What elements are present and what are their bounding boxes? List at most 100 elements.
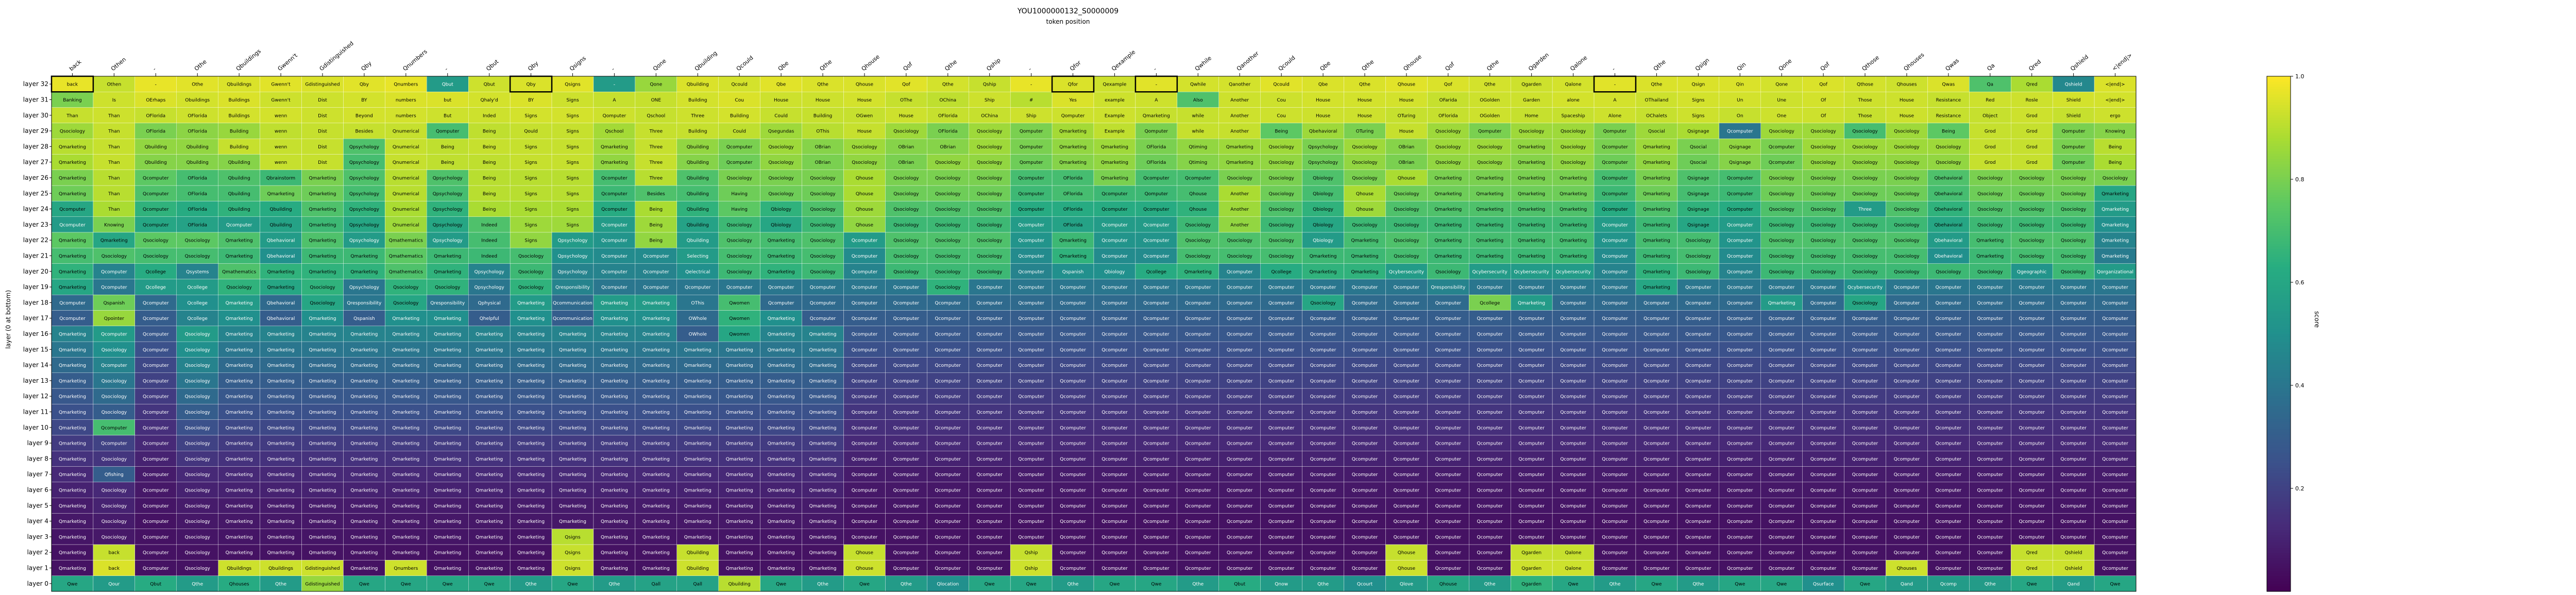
cell-token-label: Qcould [1273, 82, 1289, 88]
cell-token-label: Than [108, 113, 120, 118]
cell-token-label: Qwe [1109, 582, 1120, 587]
cell-token-label: Qcomputer [1727, 223, 1753, 228]
cell-token-label: Qcomputer [1602, 457, 1628, 462]
cell-token-label: Qsociology [1519, 129, 1545, 134]
cell-token-label: Qcomputer [1143, 504, 1170, 509]
cell-token-label: Qmarketing [1059, 160, 1087, 165]
colorbar-band [2267, 429, 2291, 432]
cell-token-label: Qbehavioral [267, 316, 295, 321]
heatmap-cell [93, 326, 135, 342]
heatmap-cell [510, 295, 552, 311]
colorbar-band [2267, 305, 2291, 309]
cell-token-label: Qsegundas [768, 129, 794, 134]
cell-token-label: Qmarketing [2102, 207, 2129, 212]
cell-token-label: Qcomputer [1518, 332, 1545, 337]
heatmap-cell [927, 216, 969, 233]
heatmap-cell [1385, 248, 1428, 264]
cell-token-label: Qmarketing [434, 316, 461, 321]
heatmap-cell [760, 169, 802, 186]
cell-token-label: Qmarketing [559, 379, 586, 384]
heatmap-cell [1802, 154, 1844, 171]
cell-token-label: Qsociology [1268, 176, 1294, 181]
cell-token-label: Qmarketing [684, 395, 711, 400]
colorbar-band [2267, 411, 2291, 414]
cell-token-label: Qmarketing [517, 504, 545, 509]
cell-token-label: Qcomputer [1060, 519, 1086, 524]
heatmap-cell [676, 497, 719, 514]
cell-token-label: Qcomputer [1602, 472, 1628, 478]
colorbar-band [2267, 120, 2291, 123]
heatmap-cell [1260, 466, 1302, 483]
colorbar-band [2267, 486, 2291, 489]
y-tick-label: layer 20 [23, 268, 48, 275]
cell-token-label: Qcomputer [2102, 363, 2128, 368]
heatmap-cell [1510, 435, 1553, 451]
heatmap-cell [1344, 560, 1386, 576]
cell-token-label: Qcybersecurity [1514, 269, 1550, 275]
cell-token-label: Qbehavioral [1935, 207, 1963, 212]
cell-token-label: Qmarketing [1310, 269, 1337, 275]
cell-token-label: Qcomputer [1602, 254, 1628, 259]
heatmap-cell [343, 513, 385, 529]
cell-token-label: Qmarketing [684, 441, 711, 447]
heatmap-cell [885, 76, 927, 92]
heatmap-cell [1927, 216, 1970, 233]
heatmap-cell [1677, 388, 1719, 404]
heatmap-cell [1969, 169, 2011, 186]
heatmap-cell [1469, 76, 1511, 92]
heatmap-cell [1760, 279, 1803, 295]
heatmap-cell [1802, 92, 1844, 108]
cell-token-label: Qcomputer [1727, 457, 1753, 462]
cell-token-label: Grod [1985, 145, 1996, 150]
cell-token-label: Qsociology [2061, 269, 2087, 275]
cell-token-label: Qmarketing [1560, 239, 1587, 244]
heatmap-cell [1802, 372, 1844, 389]
cell-token-label: Qcomputer [1101, 254, 1128, 259]
cell-token-label: Qcomputer [1352, 332, 1378, 337]
heatmap-cell [468, 466, 511, 483]
heatmap-cell [343, 451, 385, 467]
cell-token-label: Qcommunication [553, 316, 592, 321]
cell-token-label: Qmarketing [809, 395, 837, 400]
cell-token-label: Qcomputer [768, 285, 794, 291]
cell-token-label: Qcomputer [1268, 348, 1295, 353]
cell-token-label: Qsociology [1227, 176, 1253, 181]
cell-token-label: Qcomputer [1685, 426, 1711, 431]
heatmap-cell [260, 232, 302, 248]
cell-token-label: Qcomputer [726, 160, 753, 165]
cell-token-label: OFlorida [1147, 160, 1166, 165]
cell-token-label: Qcommunication [553, 301, 592, 306]
cell-token-label: Qcomputer [1560, 332, 1586, 337]
heatmap-cell [718, 529, 760, 545]
heatmap-cell [2011, 123, 2053, 139]
cell-token-label: Qhouse [856, 207, 874, 212]
cell-token-label: Qmarketing [476, 457, 503, 462]
heatmap-cell [1302, 216, 1344, 233]
cell-token-label: Grod [2026, 129, 2038, 134]
cell-token-label: Qsocial [1690, 145, 1707, 150]
heatmap-cell [927, 575, 969, 592]
cell-token-label: Qcomputer [1727, 426, 1753, 431]
cell-token-label: Qred [2026, 82, 2038, 88]
heatmap-cell [927, 169, 969, 186]
y-tick-label: layer 19 [23, 283, 48, 291]
colorbar-band [2267, 228, 2291, 231]
colorbar-band [2267, 370, 2291, 373]
cell-token-label: Qhouse [1398, 176, 1416, 181]
cell-token-label: Qmarketing [59, 254, 86, 259]
cell-token-label: Qsociology [101, 535, 127, 540]
cell-token-label: Qmarketing [1101, 160, 1128, 165]
cell-token-label: Qmarketing [1643, 192, 1670, 197]
cell-token-label: Qmarketing [642, 379, 670, 384]
heatmap-cell [843, 295, 886, 311]
x-tick-label: Qthe [819, 58, 834, 72]
heatmap-cell [427, 201, 469, 217]
heatmap-cell [1135, 92, 1178, 108]
cell-token-label: Qsign [1691, 82, 1705, 88]
cell-token-label: Qcomputer [1977, 441, 2004, 447]
colorbar-band [2267, 107, 2291, 110]
cell-token-label: Qsociology [768, 145, 794, 150]
cell-token-label: Qcomputer [1268, 441, 1295, 447]
heatmap-cell [51, 310, 94, 327]
cell-token-label: Qcomputer [1810, 566, 1837, 571]
